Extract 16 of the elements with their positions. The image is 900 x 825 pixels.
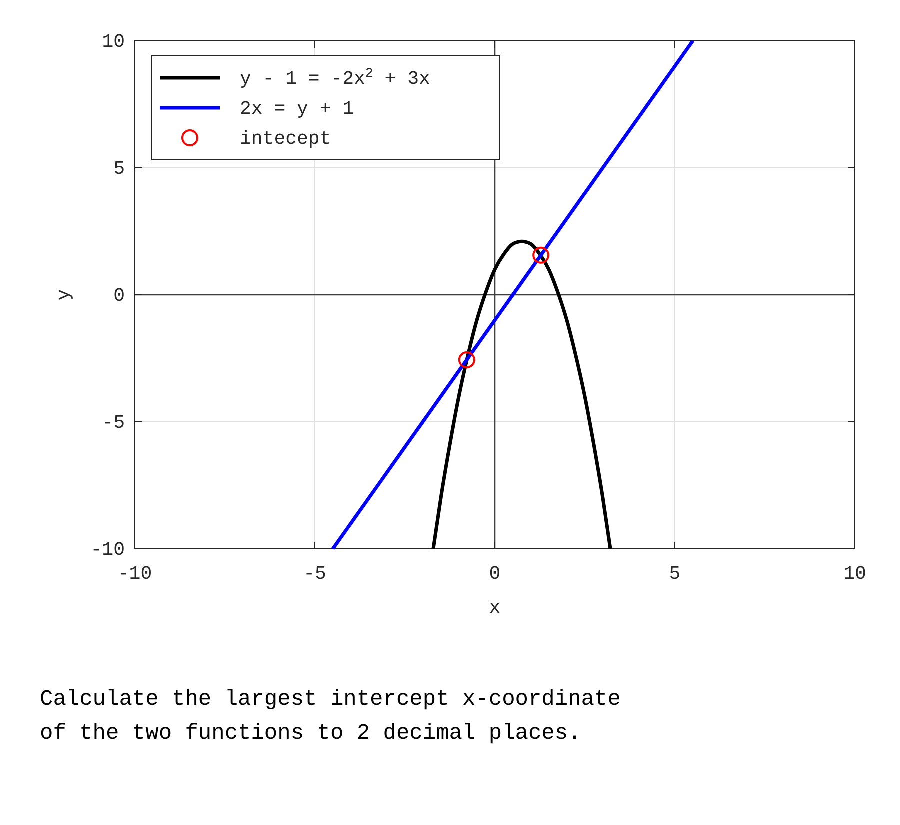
y-tick-label: 0 xyxy=(114,285,125,307)
y-tick-label: 5 xyxy=(114,158,125,180)
line-series xyxy=(432,240,612,551)
legend-label: y - 1 = -2x$^{2}$ + 3x xyxy=(240,66,430,90)
legend-label: intecept xyxy=(240,128,332,150)
y-tick-label: -10 xyxy=(90,539,125,561)
text: Calculate the largest intercept x-coordinate of the two functions to 2 decimal places. xyxy=(40,687,621,746)
x-tick-label: -5 xyxy=(304,563,326,585)
x-tick-label: 5 xyxy=(669,563,681,585)
y-tick-label: 10 xyxy=(102,31,125,53)
y-tick-label: -5 xyxy=(102,412,125,434)
x-tick-label: 0 xyxy=(489,563,501,585)
x-axis-title: x xyxy=(489,597,501,619)
x-tick-label: 10 xyxy=(844,563,866,585)
legend-label: 2x = y + 1 xyxy=(240,98,354,120)
y-axis-title: y xyxy=(53,289,75,301)
